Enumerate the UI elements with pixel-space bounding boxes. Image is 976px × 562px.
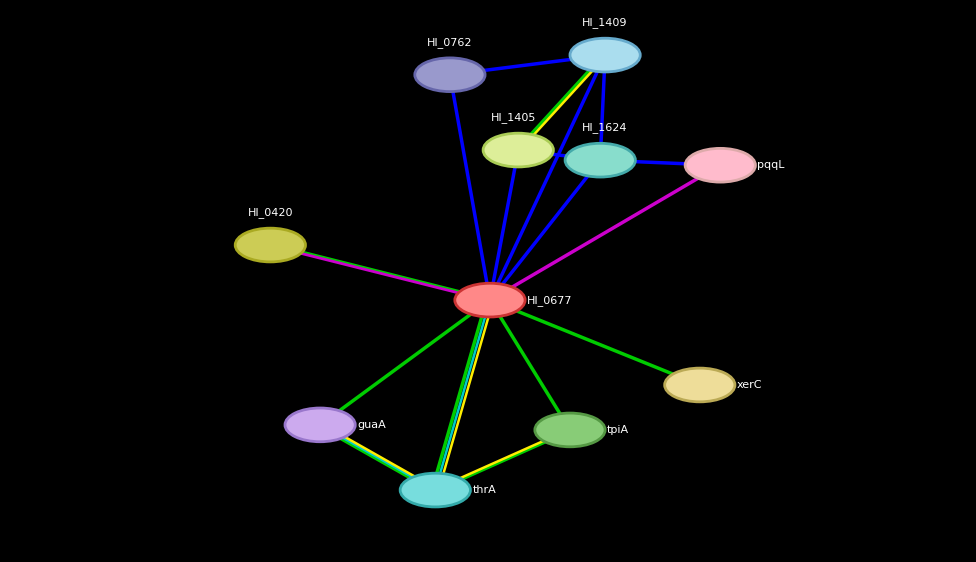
Text: HI_1409: HI_1409 <box>583 17 628 28</box>
Ellipse shape <box>235 228 305 262</box>
Ellipse shape <box>415 58 485 92</box>
Text: HI_0762: HI_0762 <box>427 37 472 48</box>
Text: HI_1405: HI_1405 <box>491 112 536 123</box>
Text: HI_1624: HI_1624 <box>583 123 628 133</box>
Text: xerC: xerC <box>737 380 762 390</box>
Text: HI_0677: HI_0677 <box>527 294 573 306</box>
Ellipse shape <box>400 473 470 507</box>
Ellipse shape <box>285 408 355 442</box>
Ellipse shape <box>570 38 640 72</box>
Text: tpiA: tpiA <box>607 425 630 435</box>
Text: pqqL: pqqL <box>757 160 785 170</box>
Ellipse shape <box>455 283 525 317</box>
Ellipse shape <box>665 368 735 402</box>
Ellipse shape <box>565 143 635 177</box>
Text: HI_0420: HI_0420 <box>248 207 293 218</box>
Text: thrA: thrA <box>472 485 496 495</box>
Ellipse shape <box>483 133 553 167</box>
Ellipse shape <box>535 413 605 447</box>
Ellipse shape <box>685 148 755 182</box>
Text: guaA: guaA <box>357 420 386 430</box>
